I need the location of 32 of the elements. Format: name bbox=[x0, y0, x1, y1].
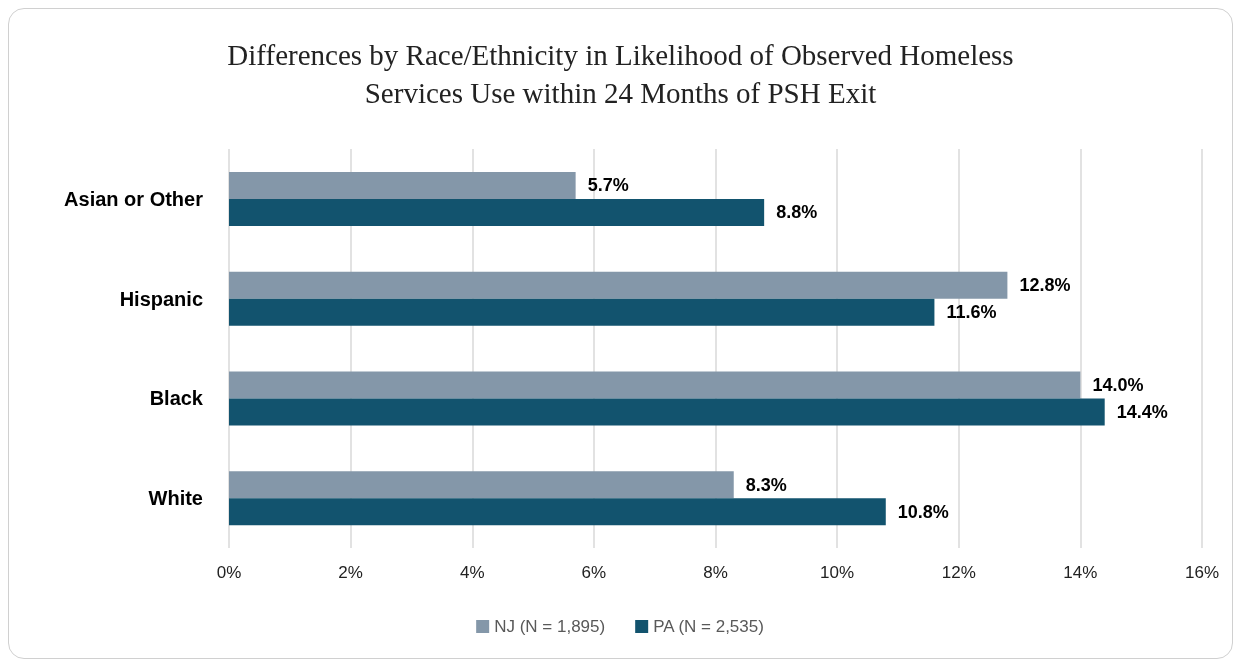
data-label: 12.8% bbox=[1019, 275, 1071, 296]
data-label: 8.8% bbox=[776, 202, 818, 223]
data-label: 11.6% bbox=[946, 302, 997, 323]
data-label: 14.4% bbox=[1116, 401, 1168, 422]
y-tick-label: Asian or Other bbox=[64, 187, 204, 210]
x-tick-label: 8% bbox=[703, 563, 728, 582]
x-tick-label: 12% bbox=[941, 563, 976, 582]
x-tick-label: 0% bbox=[216, 563, 242, 582]
bar bbox=[229, 371, 1081, 399]
y-tick-label: White bbox=[148, 487, 203, 510]
legend-label: NJ (N = 1,895) bbox=[494, 617, 606, 636]
bar bbox=[229, 198, 765, 226]
chart-title: Differences by Race/Ethnicity in Likelihood of Observed Homeless Services Use within 24 Months of PSH Exit bbox=[227, 39, 1014, 109]
x-tick-label: 4% bbox=[459, 563, 485, 582]
bar bbox=[229, 298, 935, 326]
x-tick-label: 16% bbox=[1184, 563, 1220, 582]
x-tick-label: 10% bbox=[820, 563, 855, 582]
bar bbox=[229, 271, 1008, 299]
data-label: 10.8% bbox=[897, 501, 949, 522]
data-label: 5.7% bbox=[587, 175, 629, 196]
bar bbox=[229, 498, 886, 526]
data-label: 14.0% bbox=[1092, 374, 1144, 395]
x-tick-label: 2% bbox=[338, 563, 363, 582]
x-tick-label: 6% bbox=[581, 563, 607, 582]
bar bbox=[229, 398, 1105, 426]
y-tick-label: Hispanic bbox=[119, 287, 203, 310]
legend-label: PA (N = 2,535) bbox=[653, 617, 764, 636]
y-tick-label: Black bbox=[149, 387, 204, 410]
bar bbox=[229, 471, 734, 499]
x-tick-label: 14% bbox=[1063, 563, 1098, 582]
data-label: 8.3% bbox=[745, 474, 787, 495]
bar bbox=[229, 171, 576, 199]
